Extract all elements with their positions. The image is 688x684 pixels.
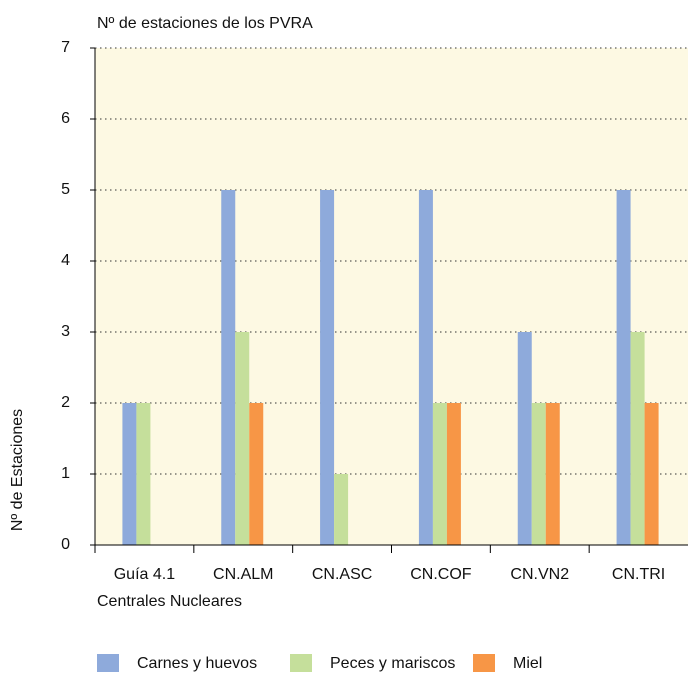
y-tick-label: 6 [61,110,70,127]
bar [616,190,631,545]
bar [644,403,659,545]
bar [122,403,137,545]
plot-area [95,48,688,545]
legend-swatch [97,654,119,672]
legend-swatch [473,654,495,672]
y-tick-label: 5 [61,181,70,198]
x-tick-label: CN.VN2 [510,566,569,583]
y-tick-label: 3 [61,323,70,340]
x-tick-label: CN.TRI [612,566,665,583]
y-tick-label: 4 [61,252,70,269]
bar [334,474,349,545]
x-tick-label: CN.ALM [213,566,273,583]
bar [235,332,250,545]
bar [531,403,546,545]
bar [630,332,645,545]
bar [249,403,264,545]
bar [418,190,433,545]
x-tick-label: CN.ASC [312,566,372,583]
x-tick-label: Guía 4.1 [114,566,175,583]
bar [446,403,461,545]
bar [136,403,151,545]
bar [320,190,335,545]
y-tick-label: 2 [61,394,70,411]
chart-title: Nº de estaciones de los PVRA [97,15,313,32]
y-tick-label: 1 [61,465,70,482]
bar [221,190,236,545]
legend-label: Peces y mariscos [330,655,455,672]
x-tick-label: CN.COF [410,566,472,583]
bar [545,403,560,545]
legend-label: Miel [513,655,542,672]
y-tick-label: 7 [61,39,70,56]
legend-label: Carnes y huevos [137,655,257,672]
bar [432,403,447,545]
legend-swatch [290,654,312,672]
bar [517,332,532,545]
x-axis-label: Centrales Nucleares [97,593,242,610]
y-axis-label: Nº de Estaciones [9,409,26,531]
y-tick-label: 0 [61,536,70,553]
